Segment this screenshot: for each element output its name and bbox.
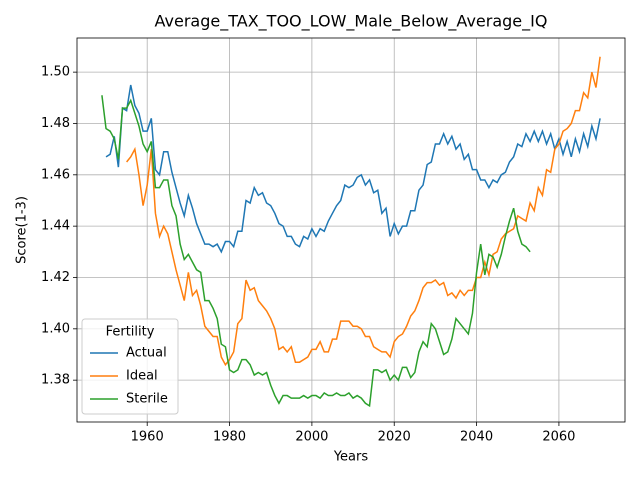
- legend-label: Actual: [126, 346, 167, 361]
- chart-title: Average_TAX_TOO_LOW_Male_Below_Average_I…: [155, 12, 548, 32]
- y-tick-label: 1.44: [41, 219, 70, 234]
- y-axis-label: Score(1-3): [15, 196, 30, 264]
- x-tick-label: 2060: [542, 430, 575, 445]
- legend-label: Sterile: [126, 392, 168, 407]
- x-tick-label: 2020: [378, 430, 411, 445]
- x-tick-label: 1960: [131, 430, 164, 445]
- line-series: [126, 56, 601, 367]
- legend-box: [81, 318, 179, 415]
- x-tick-label: 1980: [213, 430, 246, 445]
- x-tick-label: 2040: [460, 430, 493, 445]
- legend-title: Fertility: [106, 325, 155, 340]
- line-series: [101, 95, 531, 408]
- y-tick-label: 1.42: [41, 270, 70, 285]
- x-tick-label: 2000: [295, 430, 328, 445]
- y-tick-label: 1.38: [41, 373, 70, 388]
- y-tick-label: 1.46: [41, 167, 70, 182]
- x-axis-label: Years: [333, 450, 369, 465]
- line-series: [105, 84, 601, 254]
- y-tick-label: 1.50: [41, 65, 70, 80]
- y-tick-label: 1.48: [41, 116, 70, 131]
- y-tick-label: 1.40: [41, 321, 70, 336]
- plot-frame: [76, 37, 626, 423]
- legend-label: Ideal: [126, 369, 158, 384]
